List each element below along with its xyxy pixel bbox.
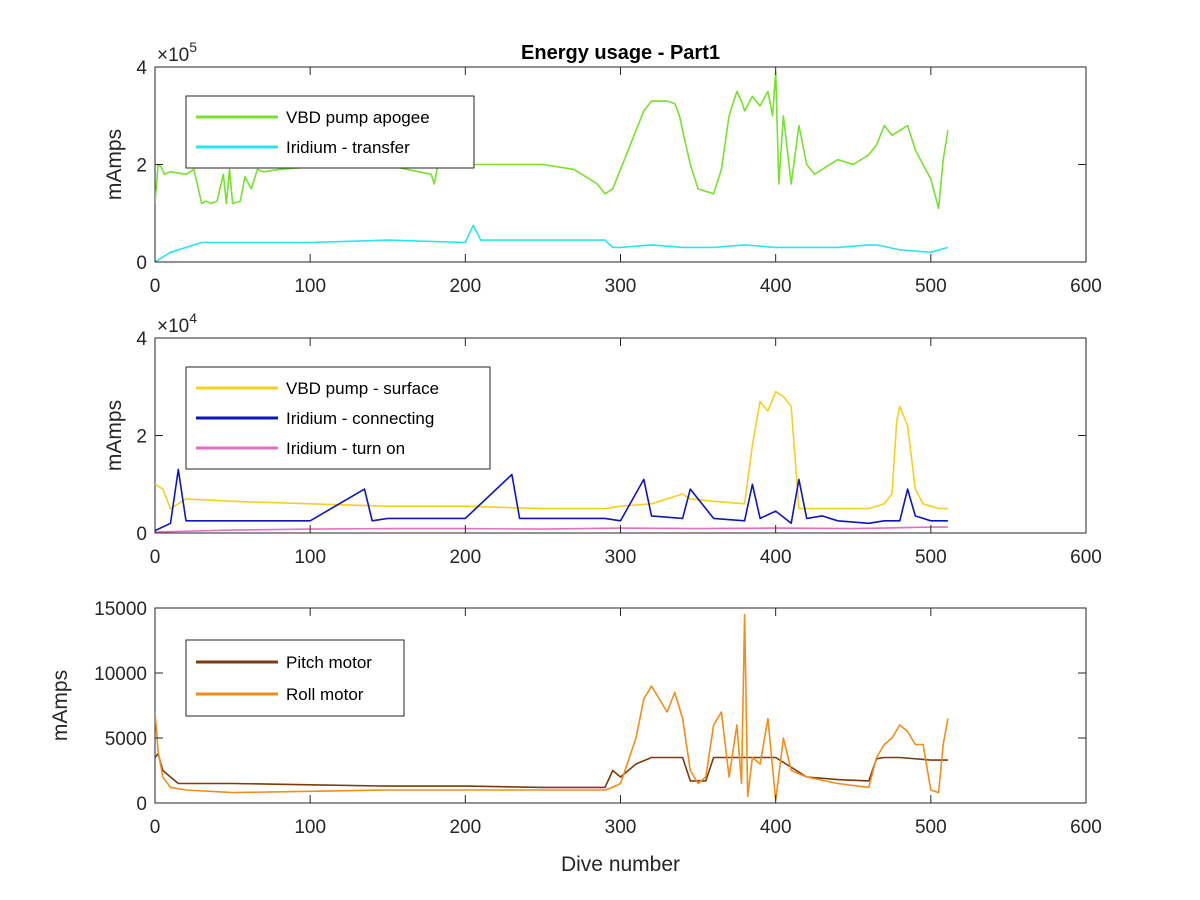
- x-tick-label: 200: [449, 547, 481, 568]
- legend-box: [185, 639, 405, 717]
- legend-label-2: Iridium - transfer: [286, 138, 410, 157]
- x-tick-label: 100: [294, 817, 326, 838]
- legend-box: [185, 95, 475, 169]
- series-lines: [155, 390, 948, 533]
- x-tick-label: 0: [150, 817, 161, 838]
- series-line-1: [155, 752, 948, 789]
- y-axis-label: mAmps: [103, 129, 126, 200]
- y-tick-label: 4: [136, 58, 147, 79]
- x-tick-label: 500: [915, 817, 947, 838]
- x-axis-label: Dive number: [561, 853, 680, 876]
- y-tick-label: 0: [136, 794, 147, 815]
- x-tick-label: 300: [605, 547, 637, 568]
- y-exponent-power: 4: [189, 310, 197, 326]
- x-tick-label: 500: [915, 276, 947, 297]
- legend-label-1: VBD pump - surface: [286, 379, 439, 398]
- legend: VBD pump apogee Iridium - transfer: [185, 95, 475, 169]
- x-tick-label: 400: [760, 276, 792, 297]
- series-line-2: [155, 468, 948, 532]
- x-tick-label: 300: [605, 817, 637, 838]
- y-tick-label: 15000: [94, 599, 147, 620]
- x-tick-label: 600: [1070, 817, 1102, 838]
- subplot-1: 0 100 200 300 400 500 600 0 2 4 ×105 mAmps Energy us…: [103, 39, 1102, 297]
- y-tick-label: 2: [136, 427, 147, 448]
- y-tick-label: 0: [136, 253, 147, 274]
- legend-label-1: VBD pump apogee: [286, 108, 430, 127]
- x-tick-label: 300: [605, 276, 637, 297]
- y-exponent-label: ×105: [157, 39, 197, 66]
- series-line-2: [155, 224, 949, 262]
- x-tick-label: 400: [760, 817, 792, 838]
- x-tick-label: 200: [449, 276, 481, 297]
- y-exponent-label: ×104: [157, 310, 197, 337]
- series-line-1: [155, 390, 948, 510]
- x-tick-label: 0: [150, 547, 161, 568]
- series-line-1: [155, 71, 949, 210]
- y-tick-label: 10000: [94, 664, 147, 685]
- series-lines: [155, 613, 949, 802]
- x-tick-label: 600: [1070, 276, 1102, 297]
- legend-label-3: Iridium - turn on: [286, 439, 405, 458]
- x-tick-label: 400: [760, 547, 792, 568]
- y-tick-label: 2: [136, 156, 147, 177]
- series-line-3: [155, 526, 948, 533]
- x-tick-label: 0: [150, 276, 161, 297]
- y-tick-label: 0: [136, 524, 147, 545]
- x-tick-label: 200: [449, 817, 481, 838]
- y-exponent-base: ×10: [157, 316, 189, 337]
- x-tick-label: 600: [1070, 547, 1102, 568]
- y-tick-label: 5000: [105, 729, 147, 750]
- y-exponent-base: ×10: [157, 45, 189, 66]
- y-axis-label: mAmps: [103, 400, 126, 471]
- y-exponent-power: 5: [189, 39, 197, 55]
- series-lines: [155, 71, 949, 262]
- x-tick-label: 100: [294, 276, 326, 297]
- chart-title: Energy usage - Part1: [521, 42, 720, 64]
- legend-label-2: Roll motor: [286, 685, 364, 704]
- legend: VBD pump - surface Iridium - connecting Ir…: [185, 366, 491, 470]
- legend: Pitch motor Roll motor: [185, 639, 405, 717]
- series-line-2: [155, 613, 949, 802]
- subplot-3: 0 100 200 300 400 500 600 0 5000 10000 15000 mAmps D…: [49, 599, 1102, 876]
- legend-label-2: Iridium - connecting: [286, 409, 434, 428]
- y-tick-label: 4: [136, 329, 147, 350]
- x-tick-label: 100: [294, 547, 326, 568]
- legend-label-1: Pitch motor: [286, 653, 372, 672]
- y-axis-label: mAmps: [49, 670, 72, 741]
- x-tick-label: 500: [915, 547, 947, 568]
